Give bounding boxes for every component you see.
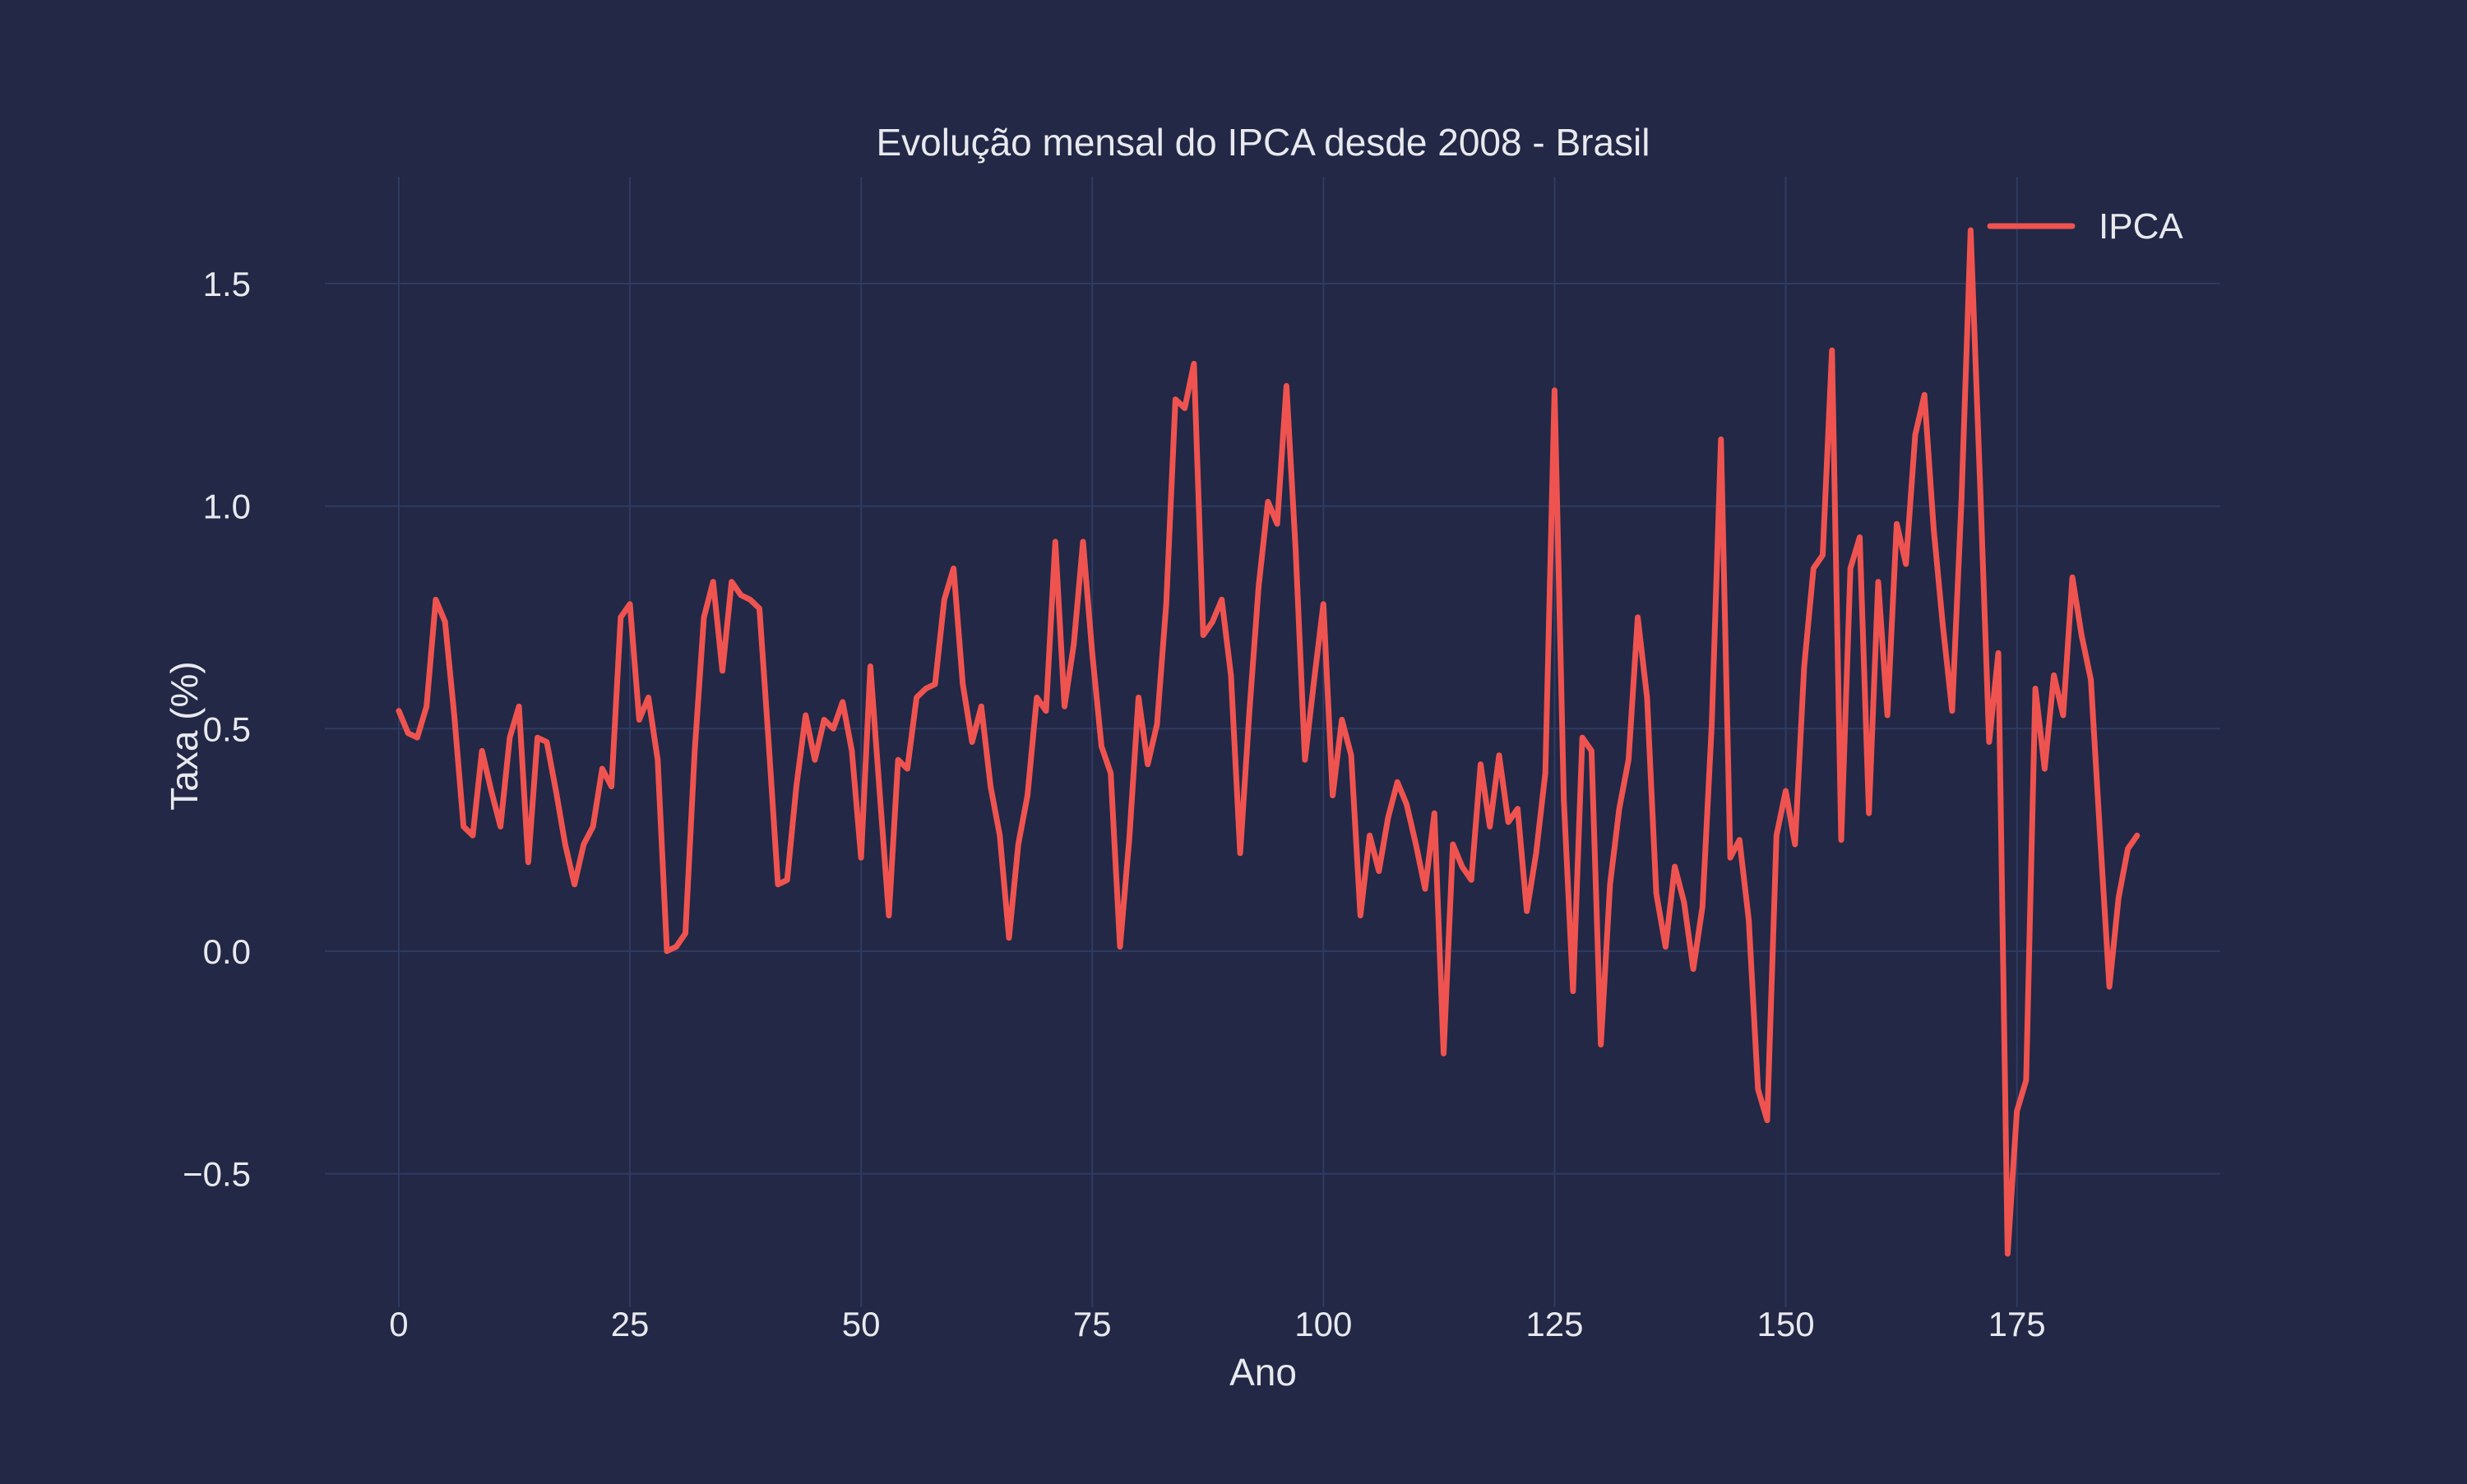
- y-tick-label: 1.5: [203, 265, 251, 303]
- y-tick-label: 0.0: [203, 932, 251, 971]
- x-tick-label: 125: [1525, 1305, 1583, 1343]
- x-tick-label: 0: [389, 1305, 408, 1343]
- x-tick-label: 175: [1988, 1305, 2046, 1343]
- series-line-ipca: [396, 227, 2141, 1257]
- x-tick-label: 75: [1073, 1305, 1112, 1343]
- x-axis-label: Ano: [1229, 1351, 1297, 1394]
- legend-label-ipca: IPCA: [2099, 206, 2183, 247]
- chart-title: Evolução mensal do IPCA desde 2008 - Bra…: [877, 121, 1650, 164]
- x-tick-label: 25: [611, 1305, 650, 1343]
- y-tick-label: 1.0: [203, 488, 251, 526]
- x-tick-label: 50: [842, 1305, 881, 1343]
- y-tick-label: 0.5: [203, 710, 251, 748]
- axis-ticks: 0 25 50 75 100 125 150 175 −0.5 0.0 0.5 1.0 1.5: [183, 265, 2046, 1343]
- grid: [325, 177, 2220, 1307]
- y-axis-label: Taxa (%): [163, 661, 206, 810]
- series-layer: [396, 227, 2141, 1257]
- x-tick-label: 100: [1294, 1305, 1352, 1343]
- x-tick-label: 150: [1757, 1305, 1814, 1343]
- y-tick-label: −0.5: [183, 1155, 251, 1194]
- legend: IPCA: [1987, 206, 2183, 247]
